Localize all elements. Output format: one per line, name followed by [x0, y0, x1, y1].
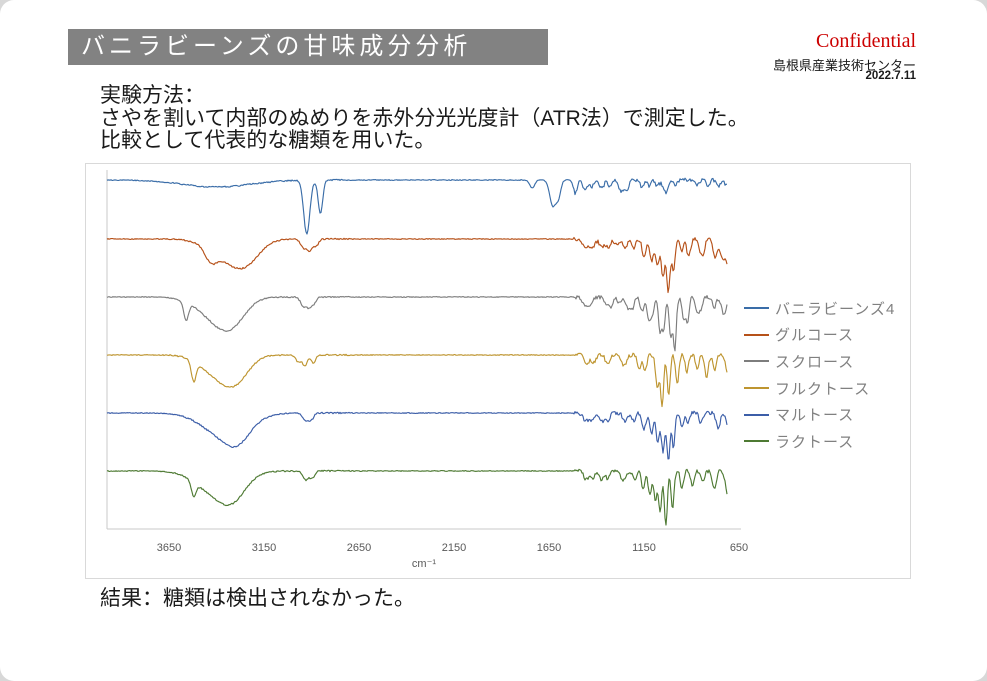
legend-item: グルコース — [744, 322, 895, 349]
method-heading: 実験方法： — [100, 84, 205, 107]
spectrum-line — [106, 468, 728, 526]
legend-item: ラクトース — [744, 428, 895, 455]
x-tick-label: 2650 — [347, 542, 371, 554]
organization-name: 島根県産業技術センター — [772, 58, 916, 73]
legend-label: バニラビーンズ4 — [775, 300, 896, 318]
x-tick-label: 1650 — [537, 542, 561, 554]
legend-label: フルクトース — [775, 380, 871, 398]
legend-item: スクロース — [744, 348, 895, 375]
method-text: 実験方法： さやを割いて内部のぬめりを赤外分光光度計（ATR法）で測定した。 比… — [100, 84, 749, 153]
ir-spectra-chart: 3650 3150 2650 2150 1650 1150 650 cm⁻¹ バニラビーンズ4… — [85, 163, 911, 579]
legend-label: グルコース — [775, 327, 854, 345]
x-tick-label: 1150 — [632, 542, 656, 554]
legend-label: マルトース — [775, 407, 855, 425]
legend-label: ラクトース — [775, 433, 855, 451]
page-title: バニラビーンズの甘味成分分析 — [68, 29, 548, 65]
x-tick-label: 2150 — [442, 542, 466, 554]
legend-swatch — [744, 307, 769, 310]
method-line-2: 比較として代表的な糖類を用いた。 — [100, 129, 436, 152]
x-tick-label: 650 — [730, 542, 748, 554]
spectrum-line — [106, 236, 728, 294]
legend-swatch — [744, 413, 769, 416]
spectrum-line — [106, 352, 728, 408]
spectrum-line — [106, 177, 728, 235]
x-tick-label: 3150 — [252, 542, 276, 554]
page-title-text: バニラビーンズの甘味成分分析 — [81, 33, 472, 60]
result-text: 結果：糖類は検出されなかった。 — [100, 587, 415, 610]
legend-item: マルトース — [744, 401, 895, 428]
legend-swatch — [744, 440, 769, 443]
spectrum-line — [106, 410, 728, 460]
legend-swatch — [744, 387, 769, 390]
legend-item: バニラビーンズ4 — [744, 295, 895, 322]
confidential-label: Confidential — [816, 30, 916, 52]
spectra-svg: 3650 3150 2650 2150 1650 1150 650 cm⁻¹ — [106, 170, 748, 570]
x-axis-label: cm⁻¹ — [412, 558, 436, 570]
spectrum-line — [106, 295, 728, 352]
legend-swatch — [744, 360, 769, 363]
date-label: 2022.7.11 — [865, 70, 916, 82]
legend-swatch — [744, 333, 769, 336]
legend-label: スクロース — [775, 353, 855, 371]
method-line-1: さやを割いて内部のぬめりを赤外分光光度計（ATR法）で測定した。 — [100, 106, 749, 130]
legend-item: フルクトース — [744, 375, 895, 402]
chart-legend: バニラビーンズ4 グルコーススクロースフルクトース マルトースラクトース — [744, 295, 895, 455]
x-tick-label: 3650 — [157, 542, 181, 554]
